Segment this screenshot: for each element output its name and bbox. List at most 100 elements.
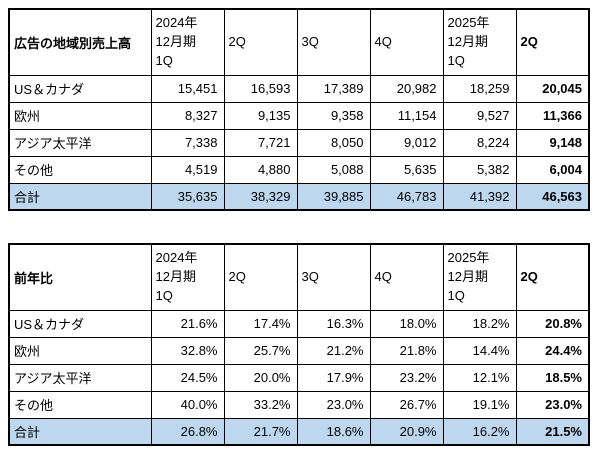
cell: 18.2% [442,309,517,338]
cell: 18.6% [296,417,371,446]
cell: 23.2% [369,363,444,392]
cell: 4,519 [150,155,225,184]
table-row: US＆カナダ 15,451 16,593 17,389 20,982 18,25… [8,74,590,103]
col-header: 2025年 12月期 1Q [442,8,517,76]
revenue-by-region-table: 広告の地域別売上高 2024年 12月期 1Q 2Q 3Q 4Q 2025年 1… [8,8,590,211]
cell: 18,259 [442,74,517,103]
cell: 4,880 [223,155,298,184]
cell-current: 24.4% [515,336,590,365]
cell: 9,012 [369,128,444,157]
cell: 9,135 [223,101,298,130]
col-header: 2Q [223,8,298,76]
col-header: 4Q [369,8,444,76]
row-label: US＆カナダ [8,74,152,103]
cell: 21.7% [223,417,298,446]
table-row: その他 4,519 4,880 5,088 5,635 5,382 6,004 [8,155,590,184]
header-row: 前年比 2024年 12月期 1Q 2Q 3Q 4Q 2025年 12月期 1Q… [8,243,590,311]
cell: 17.9% [296,363,371,392]
yoy-change-table: 前年比 2024年 12月期 1Q 2Q 3Q 4Q 2025年 12月期 1Q… [8,243,590,446]
cell: 21.6% [150,309,225,338]
col-header: 3Q [296,8,371,76]
row-label: その他 [8,390,152,419]
cell: 7,338 [150,128,225,157]
table-title: 広告の地域別売上高 [8,8,152,76]
table-row: アジア太平洋 24.5% 20.0% 17.9% 23.2% 12.1% 18.… [8,363,590,392]
cell: 33.2% [223,390,298,419]
row-label: アジア太平洋 [8,363,152,392]
cell: 16.2% [442,417,517,446]
col-header: 2024年 12月期 1Q [150,8,225,76]
cell: 39,885 [296,182,371,211]
cell-current: 46,563 [515,182,590,211]
table-row: その他 40.0% 33.2% 23.0% 26.7% 19.1% 23.0% [8,390,590,419]
cell: 7,721 [223,128,298,157]
row-label: US＆カナダ [8,309,152,338]
row-label: 欧州 [8,101,152,130]
cell: 19.1% [442,390,517,419]
col-header-current: 2Q [515,8,590,76]
cell: 16,593 [223,74,298,103]
cell-current: 6,004 [515,155,590,184]
table-row: US＆カナダ 21.6% 17.4% 16.3% 18.0% 18.2% 20.… [8,309,590,338]
cell: 38,329 [223,182,298,211]
cell-current: 11,366 [515,101,590,130]
cell: 15,451 [150,74,225,103]
cell: 20,982 [369,74,444,103]
col-header: 2025年 12月期 1Q [442,243,517,311]
cell: 46,783 [369,182,444,211]
cell-current: 23.0% [515,390,590,419]
col-header: 2024年 12月期 1Q [150,243,225,311]
cell: 17.4% [223,309,298,338]
cell: 8,327 [150,101,225,130]
col-header: 4Q [369,243,444,311]
cell: 16.3% [296,309,371,338]
cell: 5,088 [296,155,371,184]
cell: 8,224 [442,128,517,157]
total-row: 合計 26.8% 21.7% 18.6% 20.9% 16.2% 21.5% [8,417,590,446]
cell: 9,358 [296,101,371,130]
cell: 11,154 [369,101,444,130]
col-header: 2Q [223,243,298,311]
total-label: 合計 [8,417,152,446]
cell: 26.8% [150,417,225,446]
col-header: 3Q [296,243,371,311]
table-row: 欧州 8,327 9,135 9,358 11,154 9,527 11,366 [8,101,590,130]
table-row: アジア太平洋 7,338 7,721 8,050 9,012 8,224 9,1… [8,128,590,157]
cell: 41,392 [442,182,517,211]
col-header-current: 2Q [515,243,590,311]
cell: 40.0% [150,390,225,419]
cell: 18.0% [369,309,444,338]
cell: 20.0% [223,363,298,392]
cell: 21.8% [369,336,444,365]
cell: 23.0% [296,390,371,419]
cell: 35,635 [150,182,225,211]
total-row: 合計 35,635 38,329 39,885 46,783 41,392 46… [8,182,590,211]
cell: 9,527 [442,101,517,130]
cell: 5,382 [442,155,517,184]
cell-current: 20.8% [515,309,590,338]
cell-current: 20,045 [515,74,590,103]
cell: 8,050 [296,128,371,157]
cell: 17,389 [296,74,371,103]
cell-current: 18.5% [515,363,590,392]
cell-current: 21.5% [515,417,590,446]
header-row: 広告の地域別売上高 2024年 12月期 1Q 2Q 3Q 4Q 2025年 1… [8,8,590,76]
cell: 32.8% [150,336,225,365]
cell: 12.1% [442,363,517,392]
total-label: 合計 [8,182,152,211]
cell-current: 9,148 [515,128,590,157]
cell: 20.9% [369,417,444,446]
row-label: その他 [8,155,152,184]
table-spacer [8,211,591,243]
cell: 21.2% [296,336,371,365]
cell: 25.7% [223,336,298,365]
row-label: アジア太平洋 [8,128,152,157]
table-title: 前年比 [8,243,152,311]
cell: 14.4% [442,336,517,365]
cell: 5,635 [369,155,444,184]
row-label: 欧州 [8,336,152,365]
cell: 26.7% [369,390,444,419]
table-row: 欧州 32.8% 25.7% 21.2% 21.8% 14.4% 24.4% [8,336,590,365]
cell: 24.5% [150,363,225,392]
